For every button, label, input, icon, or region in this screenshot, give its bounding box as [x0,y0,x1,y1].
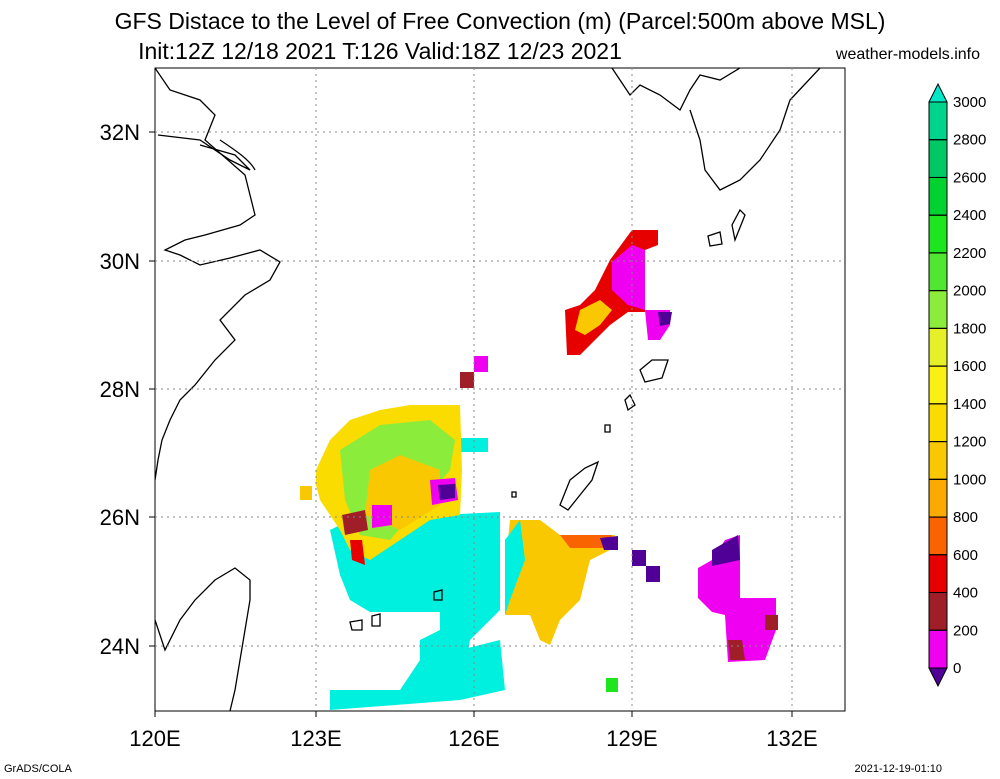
colorbar-label: 1000 [953,471,986,488]
colorbar-label: 800 [953,509,978,526]
colorbar-label: 2200 [953,245,986,262]
map-title: GFS Distace to the Level of Free Convect… [114,8,886,34]
colorbar-segment [928,403,948,443]
lon-label: 129E [606,726,657,751]
colorbar-segment [928,139,948,178]
colorbar-label: 1600 [953,358,986,375]
colorbar-label: 400 [953,585,978,602]
colorbar-segment [928,554,948,594]
lat-label: 32N [100,120,140,145]
lat-label: 26N [100,505,140,530]
colorbar-segment [928,327,948,367]
colorbar-segment [928,101,948,141]
colorbar-segment [928,478,948,518]
coastlines [155,68,821,711]
source-label: weather-models.info [835,46,980,63]
colorbar-segment [928,176,948,216]
lon-label: 132E [766,726,817,751]
colorbar-segment [928,214,948,254]
colorbar-label: 600 [953,547,978,564]
colorbar-label: 1400 [953,396,986,413]
colorbar-segment [928,441,948,480]
colorbar-segment [928,365,948,405]
colorbar-label: 1200 [953,434,986,451]
colorbar-label: 2000 [953,283,986,300]
colorbar-segment [928,592,948,631]
footer-timestamp: 2021-12-19-01:10 [854,763,942,775]
colorbar-label: 3000 [953,94,986,111]
lat-label: 28N [100,377,140,402]
colorbar-segment [928,516,948,556]
colorbar-min-arrow [928,667,948,688]
lfc-field [155,68,821,711]
lon-label: 126E [448,726,499,751]
map-subtitle: Init:12Z 12/18 2021 T:126 Valid:18Z 12/2… [138,38,622,64]
colorbar-segment [928,629,948,669]
colorbar-label: 2600 [953,169,986,186]
colorbar-max-arrow [928,82,948,103]
colorbar-label: 0 [953,660,961,677]
gridlines [155,68,845,711]
lat-label: 30N [100,249,140,274]
colorbar-segment [928,290,948,329]
lon-label: 123E [290,726,341,751]
footer-software: GrADS/COLA [4,763,72,775]
colorbar-label: 2800 [953,132,986,149]
colorbar: 3000280026002400220020001800160014001200… [928,82,986,688]
colorbar-segment [928,252,948,292]
colorbar-label: 2400 [953,207,986,224]
colorbar-label: 1800 [953,320,986,337]
lon-label: 120E [129,726,180,751]
colorbar-label: 200 [953,622,978,639]
lat-label: 24N [100,634,140,659]
ticks [149,131,793,717]
